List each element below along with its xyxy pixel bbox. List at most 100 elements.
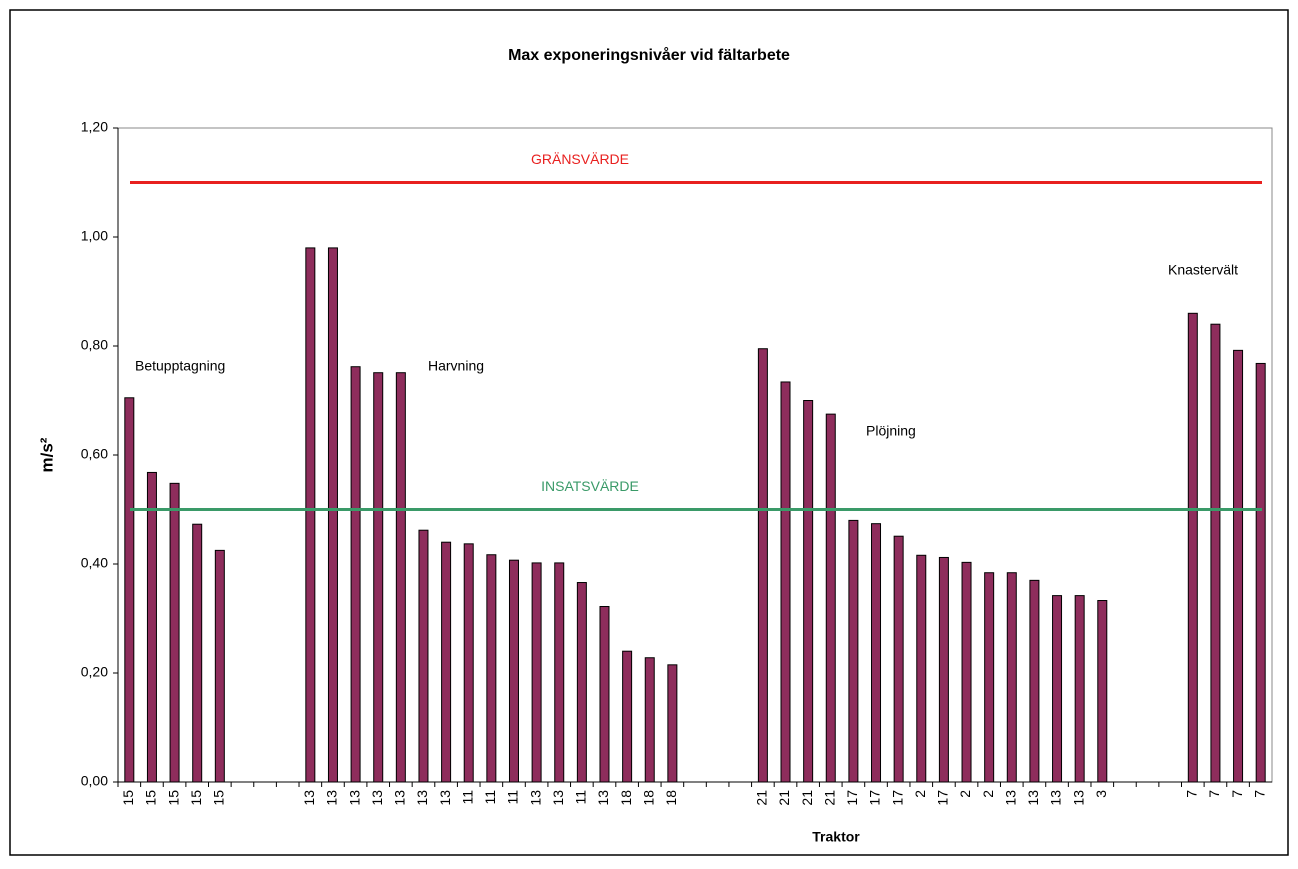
bar [893, 535, 904, 783]
x-tick-label: 11 [482, 790, 498, 805]
bar [373, 372, 384, 783]
x-tick-label: 17 [867, 790, 883, 806]
x-tick-label: 13 [550, 790, 566, 806]
x-tick-label: 13 [369, 790, 385, 806]
bar [327, 247, 338, 783]
bar [1052, 595, 1063, 783]
x-tick-label: 18 [663, 790, 679, 806]
x-tick-label: 13 [1002, 790, 1018, 806]
x-tick-label: 7 [1184, 790, 1200, 798]
annotation: Knastervält [1168, 262, 1238, 278]
x-tick-label: 13 [414, 790, 430, 806]
x-tick-label: 17 [844, 790, 860, 806]
bar [169, 482, 180, 783]
x-tick-label: 21 [799, 790, 815, 806]
x-tick-label: 18 [618, 790, 634, 806]
x-tick-label: 15 [143, 790, 159, 806]
y-tick-label: 0,60 [81, 446, 108, 462]
x-tick-label: 13 [1070, 790, 1086, 806]
bar [1029, 579, 1040, 783]
bar [757, 348, 768, 783]
bar [1097, 600, 1108, 783]
bar [984, 572, 995, 783]
bar [1210, 323, 1221, 783]
x-tick-label: 11 [573, 790, 589, 805]
x-tick-label: 13 [346, 790, 362, 806]
x-tick-label: 15 [211, 790, 227, 806]
bar [146, 471, 157, 783]
bar [1074, 595, 1085, 783]
bar [395, 372, 406, 783]
x-tick-label: 15 [165, 790, 181, 806]
x-tick-label: 13 [1048, 790, 1064, 806]
y-tick-label: 0,00 [81, 773, 108, 789]
x-tick-label: 7 [1251, 790, 1267, 798]
y-axis-title: m/s² [37, 437, 56, 472]
annotation: Harvning [428, 358, 484, 374]
x-tick-label: 7 [1229, 790, 1245, 798]
x-tick-label: 11 [505, 790, 521, 805]
x-tick-label: 13 [301, 790, 317, 806]
x-tick-label: 21 [754, 790, 770, 806]
bar [214, 549, 225, 783]
bar [961, 561, 972, 783]
bar [576, 582, 587, 783]
bar [644, 657, 655, 783]
reference-label: INSATSVÄRDE [541, 478, 639, 494]
bar [599, 606, 610, 783]
y-tick-label: 0,80 [81, 337, 108, 353]
x-tick-label: 18 [640, 790, 656, 806]
x-tick-label: 21 [821, 790, 837, 806]
bar [350, 366, 361, 783]
x-axis-title: Traktor [812, 829, 860, 845]
y-tick-label: 0,40 [81, 555, 108, 571]
y-tick-label: 1,00 [81, 228, 108, 244]
x-tick-label: 13 [527, 790, 543, 806]
bar [1233, 349, 1244, 783]
chart-title: Max exponeringsnivåer vid fältarbete [508, 46, 790, 64]
x-tick-label: 17 [889, 790, 905, 806]
bar [938, 556, 949, 783]
x-tick-label: 2 [980, 790, 996, 798]
bar [916, 554, 927, 783]
bar [418, 529, 429, 783]
x-tick-label: 13 [392, 790, 408, 806]
bar [848, 519, 859, 783]
bar [554, 562, 565, 783]
x-tick-label: 17 [935, 790, 951, 806]
bar [463, 543, 474, 783]
bar [825, 413, 836, 783]
x-tick-label: 13 [1025, 790, 1041, 806]
bar [508, 559, 519, 783]
x-tick-label: 7 [1206, 790, 1222, 798]
x-tick-label: 11 [459, 790, 475, 805]
bar [192, 523, 203, 783]
x-tick-label: 21 [776, 790, 792, 806]
bar [803, 400, 814, 783]
bar [1187, 312, 1198, 783]
x-tick-label: 13 [595, 790, 611, 806]
bar [305, 247, 316, 783]
bar [780, 381, 791, 783]
bar [486, 554, 497, 783]
annotation: Betupptagning [135, 358, 225, 374]
y-tick-label: 0,20 [81, 664, 108, 680]
bar [871, 523, 882, 783]
x-tick-label: 13 [437, 790, 453, 806]
x-tick-label: 2 [912, 790, 928, 798]
bar [1255, 362, 1266, 783]
bar [667, 664, 678, 783]
x-tick-label: 2 [957, 790, 973, 798]
bar [531, 562, 542, 783]
bar [124, 397, 135, 783]
x-tick-label: 15 [120, 790, 136, 806]
reference-label: GRÄNSVÄRDE [531, 151, 629, 167]
bar [441, 541, 452, 783]
x-tick-label: 13 [324, 790, 340, 806]
bar [1006, 572, 1017, 783]
x-tick-label: 15 [188, 790, 204, 806]
annotation: Plöjning [866, 423, 916, 439]
bar [622, 650, 633, 783]
y-tick-label: 1,20 [81, 119, 108, 135]
